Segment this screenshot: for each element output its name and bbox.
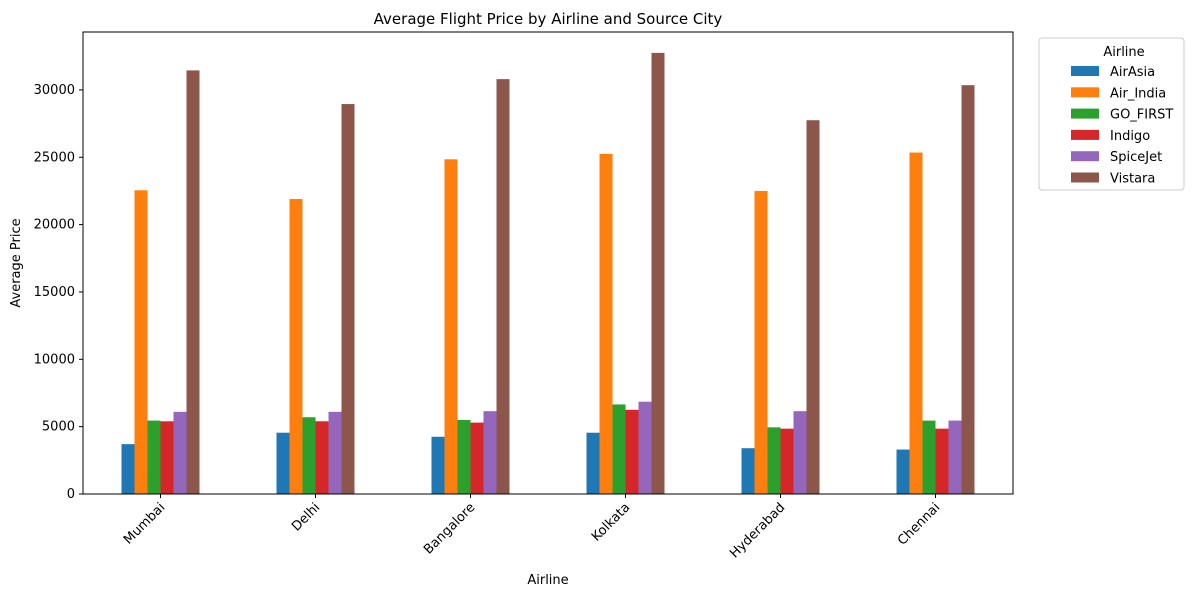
bar-go-first-chennai [922,420,936,494]
y-axis-label: Average Price [9,218,24,307]
x-tick-label-bangalore: Bangalore [421,500,478,557]
bar-airasia-hyderabad [741,448,755,494]
bar-vistara-delhi [341,104,355,494]
bar-air-india-mumbai [134,190,148,494]
bar-air-india-hyderabad [754,190,768,494]
bar-vistara-bangalore [496,79,510,494]
y-tick-label: 15000 [34,285,75,300]
legend-label-go-first: GO_FIRST [1110,108,1173,123]
legend-title: Airline [1103,45,1144,60]
legend-swatch-spicejet [1071,151,1099,162]
bar-spicejet-bangalore [483,411,497,494]
bar-indigo-delhi [315,421,329,494]
legend-label-air-india: Air_India [1110,86,1166,101]
x-axis-label: Airline [527,573,568,588]
bar-indigo-kolkata [625,409,639,494]
x-tick-label-kolkata: Kolkata [589,500,633,544]
legend-swatch-go-first [1071,108,1099,119]
y-tick-label: 30000 [34,83,75,98]
legend-label-vistara: Vistara [1110,172,1155,187]
bar-go-first-delhi [302,417,316,494]
bar-airasia-mumbai [121,444,135,494]
legend-swatch-air-india [1071,87,1099,98]
x-tick-label-delhi: Delhi [289,500,323,534]
legend-label-airasia: AirAsia [1110,65,1155,80]
bar-go-first-kolkata [612,404,626,494]
y-tick-label: 5000 [42,420,75,435]
y-tick-label: 0 [67,487,75,502]
bar-indigo-hyderabad [780,428,794,494]
bar-go-first-bangalore [457,419,471,494]
bar-air-india-bangalore [444,159,458,495]
bar-vistara-hyderabad [806,120,820,494]
bar-spicejet-chennai [948,420,962,494]
bar-air-india-delhi [289,199,303,494]
x-tick-label-mumbai: Mumbai [121,500,168,547]
bar-indigo-bangalore [470,422,484,494]
bar-spicejet-delhi [328,411,342,494]
bar-vistara-chennai [961,85,975,494]
bar-go-first-mumbai [147,420,161,494]
bar-air-india-kolkata [599,153,613,494]
bar-indigo-chennai [935,428,949,494]
bars-layer [121,52,975,495]
bar-spicejet-kolkata [638,401,652,494]
y-axis: 0 5000 10000 15000 20000 25000 30000 [34,83,83,502]
y-tick-label: 20000 [34,218,75,233]
bar-airasia-delhi [276,432,290,494]
legend-label-spicejet: SpiceJet [1110,150,1162,165]
x-tick-label-chennai: Chennai [895,500,943,548]
bar-vistara-mumbai [186,70,200,494]
legend: Airline AirAsia Air_India GO_FIRST Indigo Sp… [1038,37,1185,191]
y-tick-label: 25000 [34,150,75,165]
bar-vistara-kolkata [651,52,665,494]
y-tick-label: 10000 [34,352,75,367]
bar-spicejet-hyderabad [793,411,807,494]
chart-title: Average Flight Price by Airline and Sour… [374,10,723,28]
bar-air-india-chennai [909,152,923,495]
x-axis: Mumbai Delhi Bangalore Kolkata Hyderabad Chen… [121,494,943,561]
bar-spicejet-mumbai [173,411,187,494]
bar-airasia-chennai [896,449,910,494]
legend-swatch-indigo [1071,129,1099,140]
legend-swatch-airasia [1071,66,1099,76]
bar-go-first-hyderabad [767,427,781,494]
bar-airasia-bangalore [431,436,445,494]
legend-swatch-vistara [1071,172,1099,183]
legend-label-indigo: Indigo [1110,129,1150,144]
plot-frame [82,31,1014,495]
bar-indigo-mumbai [160,421,174,494]
x-tick-label-hyderabad: Hyderabad [727,500,788,561]
bar-airasia-kolkata [586,432,600,494]
